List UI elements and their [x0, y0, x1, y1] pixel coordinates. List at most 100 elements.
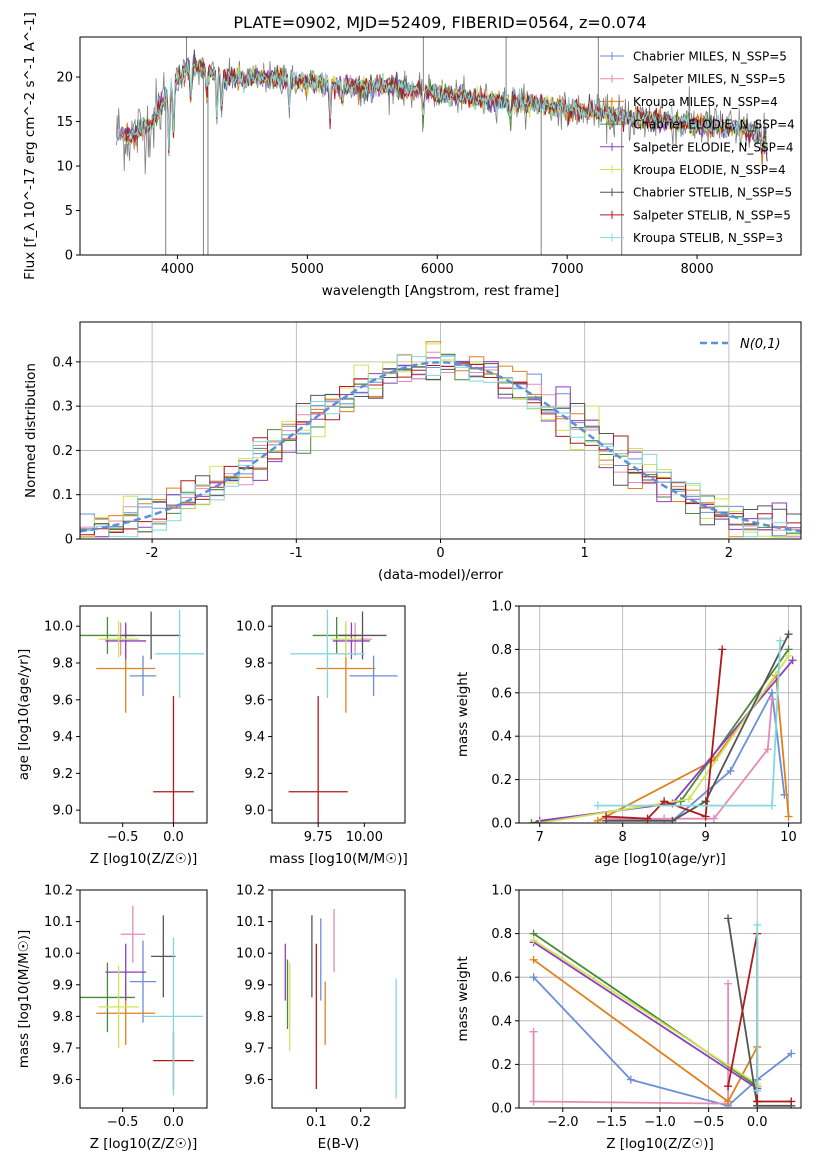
y-tick-label: 0.4 — [491, 730, 512, 745]
figure-title: PLATE=0902, MJD=52409, FIBERID=0564, z=0… — [233, 13, 646, 32]
weight-line-salpeter-elodie — [539, 659, 794, 822]
y-tick-label: 10.1 — [236, 915, 265, 930]
y-tick-label: 0.2 — [52, 444, 73, 459]
x-tick-label: 10.00 — [346, 830, 383, 845]
panel-spectrum: 4000 5000 6000 7000 8000 0 5 10 15 20 wavelength [… — [22, 12, 802, 299]
x-tick-label: 0.0 — [163, 830, 184, 845]
plot-frame — [518, 605, 802, 824]
x-tick-label: 2 — [725, 546, 733, 561]
histogram-kroupa-stelib — [80, 353, 801, 538]
weight-point-salpeter-stelib — [660, 797, 669, 806]
weight-point-chabrier-stelib — [784, 630, 793, 639]
weight-line-chabrier-stelib — [606, 633, 790, 822]
x-tick-label: −1.0 — [644, 1115, 676, 1130]
y-tick-label: 0.2 — [491, 1058, 512, 1073]
weight-point-salpeter-miles — [763, 745, 772, 754]
weight-point-kroupa-miles — [593, 816, 602, 823]
spectrum-series-salpeter-stelib — [125, 62, 767, 154]
x-tick-label: 9.75 — [304, 830, 333, 845]
weight-point-salpeter-stelib — [718, 645, 727, 654]
weight-point-kroupa-miles — [784, 812, 793, 821]
y-tick-label: 9.2 — [244, 767, 265, 782]
weight-point-kroupa-elodie — [784, 651, 793, 660]
y-axis-label: Normed distribution — [23, 363, 39, 498]
x-tick-label: 8000 — [681, 262, 714, 277]
weight-point-kroupa-elodie — [685, 795, 694, 804]
x-tick-label: −1.5 — [596, 1115, 628, 1130]
legend-label-kroupa-miles: Kroupa MILES, N_SSP=4 — [633, 95, 778, 109]
weight-point-chabrier-miles — [626, 1075, 635, 1084]
weight-point-chabrier-stelib — [701, 797, 710, 806]
y-tick-label: 10.2 — [236, 884, 265, 899]
x-tick-label: -1 — [290, 546, 303, 561]
x-tick-label: −2.0 — [547, 1115, 579, 1130]
weight-point-salpeter-stelib — [643, 814, 652, 823]
weight-point-kroupa-stelib — [753, 1086, 762, 1095]
legend-gaussian-label: N(0,1) — [740, 337, 781, 352]
weight-point-chabrier-elodie — [527, 819, 536, 823]
y-tick-label: 0.6 — [491, 971, 512, 986]
weight-point-salpeter-stelib — [753, 1097, 762, 1106]
x-tick-label: 10 — [780, 830, 797, 845]
age-Z-points — [80, 609, 204, 823]
x-axis-label: Z [log10(Z/Z☉)] — [90, 1136, 198, 1152]
y-tick-label: 15 — [56, 115, 73, 130]
x-tick-label: 8 — [619, 830, 627, 845]
histogram-kroupa-elodie — [80, 343, 801, 538]
y-axis-label: mass weight — [455, 956, 471, 1041]
y-tick-label: 9.2 — [52, 767, 73, 782]
y-tick-label: 9.6 — [244, 1073, 265, 1088]
y-tick-label: 10.1 — [44, 915, 73, 930]
y-axis-label: Flux [f_λ 10^-17 erg cm^-2 s^-1 A^-1] — [22, 12, 38, 280]
weight-point-salpeter-stelib — [787, 1097, 796, 1106]
y-tick-label: 9.0 — [244, 804, 265, 819]
x-axis-label: Z [log10(Z/Z☉)] — [90, 851, 198, 867]
legend-label-salpeter-stelib: Salpeter STELIB, N_SSP=5 — [633, 208, 791, 222]
weight-point-chabrier-stelib — [724, 914, 733, 923]
weight-point-chabrier-stelib — [668, 816, 677, 823]
x-axis-label: (data-model)/error — [378, 567, 504, 583]
x-tick-label: 5000 — [291, 262, 324, 277]
y-tick-label: 9.8 — [52, 657, 73, 672]
panel-mass-Z: −0.5 0.0 9.6 9.7 9.8 9.9 10.0 10.1 10.2 Z [log10(… — [16, 884, 208, 1152]
plot-frame — [79, 36, 802, 256]
weight-point-chabrier-miles — [529, 973, 538, 982]
y-tick-label: 9.9 — [52, 978, 73, 993]
y-tick-label: 9.8 — [244, 1010, 265, 1025]
y-tick-label: 10 — [56, 160, 73, 175]
y-tick-label: 20 — [56, 71, 73, 86]
y-tick-label: 0.0 — [491, 1102, 512, 1117]
y-tick-label: 9.6 — [52, 1073, 73, 1088]
mass-ebv-points — [284, 908, 397, 1099]
y-tick-label: 10.2 — [44, 884, 73, 899]
y-tick-label: 0 — [65, 249, 73, 264]
weight-point-kroupa-stelib — [776, 636, 785, 645]
weight-line-kroupa-stelib — [597, 640, 782, 807]
x-tick-label: 4000 — [161, 262, 194, 277]
weight-point-salpeter-miles — [529, 1097, 538, 1106]
x-tick-label: -2 — [146, 546, 159, 561]
y-tick-label: 5 — [65, 204, 73, 219]
panel-mass-ebv: 0.1 0.2 9.6 9.7 9.8 9.9 10.0 10.1 10.2 E(B-V) — [236, 884, 406, 1152]
x-tick-label: −0.5 — [107, 830, 139, 845]
weight-point-salpeter-miles — [724, 979, 733, 988]
legend-label-chabrier-elodie: Chabrier ELODIE, N_SSP=4 — [633, 118, 795, 132]
weight-point-kroupa-stelib — [753, 920, 762, 929]
y-tick-label: 0.4 — [491, 1014, 512, 1029]
y-axis-label: mass [log10(M/M☉)] — [16, 930, 32, 1069]
y-tick-label: 9.9 — [244, 978, 265, 993]
weight-age-lines — [527, 630, 797, 823]
plot-frame — [271, 605, 406, 824]
panel-age-Z: −0.5 0.0 9.0 9.2 9.4 9.6 9.8 10.0 Z [log10(Z/Z☉)… — [16, 605, 208, 867]
x-tick-label: 7000 — [551, 262, 584, 277]
y-tick-label: 9.4 — [244, 730, 265, 745]
x-axis-label: wavelength [Angstrom, rest frame] — [322, 283, 560, 299]
y-tick-label: 0.6 — [491, 686, 512, 701]
y-tick-label: 0.1 — [52, 488, 73, 503]
x-tick-label: 0.0 — [747, 1115, 768, 1130]
weight-point-chabrier-miles — [787, 1049, 796, 1058]
weight-point-salpeter-miles — [767, 695, 776, 704]
spectrum-lines — [115, 37, 768, 255]
